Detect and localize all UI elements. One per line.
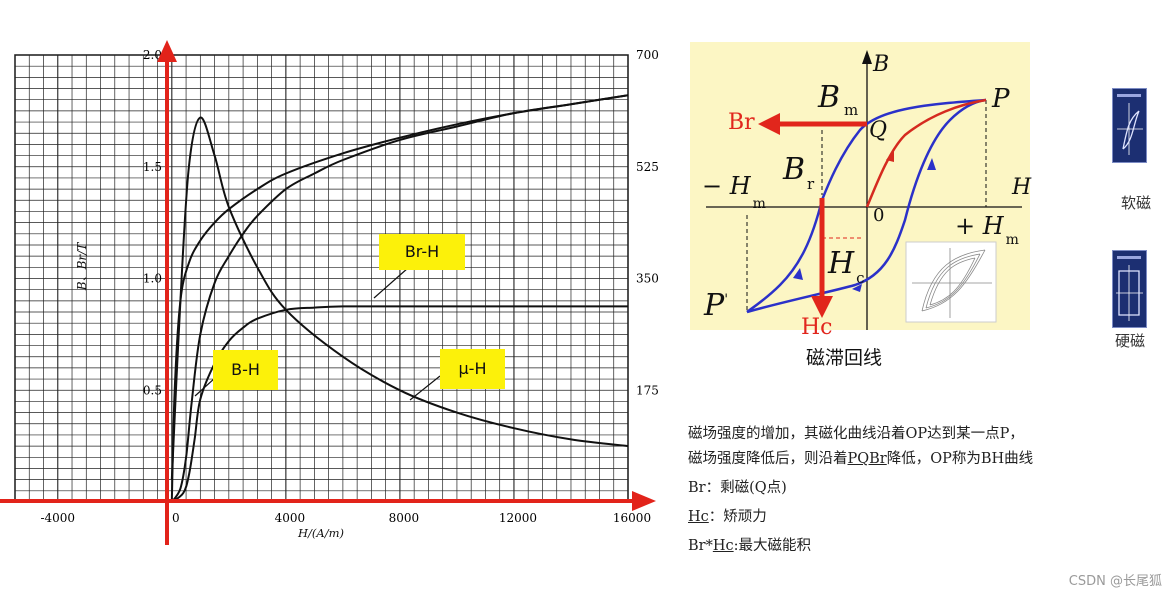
y-tick-label-right: 175 xyxy=(636,383,659,397)
mu-h-curve xyxy=(170,116,629,480)
loop-direction-arrow-2 xyxy=(852,284,862,292)
note-line-4: Hc：矫顽力 xyxy=(688,505,767,526)
y-tick-label-right: 350 xyxy=(636,272,659,286)
b-h-pointer xyxy=(194,377,216,397)
x-tick-label: 0 xyxy=(172,511,180,525)
note-line-2-underline: PQBr xyxy=(847,451,887,467)
soft-magnetic-loop-icon xyxy=(1117,94,1143,155)
h-axis-label: H xyxy=(1012,175,1032,200)
note-line-5-underline: Hc xyxy=(712,538,734,554)
note-line-2: 磁场强度降低后，则沿着PQBr降低，OP称为BH曲线 xyxy=(688,447,1033,468)
b-h-label-text: B-H xyxy=(231,360,260,379)
initial-magnetization-curve xyxy=(865,98,987,208)
b-h-label: B-H xyxy=(213,350,278,390)
hard-magnetic-loop-icon xyxy=(1116,256,1143,321)
bh-grid xyxy=(14,54,629,503)
loop-direction-arrow-3 xyxy=(927,158,936,170)
bm-subscript: m xyxy=(844,101,859,119)
bh-curves xyxy=(170,94,629,503)
y-tick-label-left: 2.0 xyxy=(143,48,162,62)
x-tick-label: -4000 xyxy=(40,511,75,525)
br-arrowhead xyxy=(758,113,780,135)
br-arrow-label: Br xyxy=(728,110,755,135)
y-tick-label-left: 1.5 xyxy=(143,160,162,174)
br-h-pointer xyxy=(373,267,409,299)
hysteresis-caption: 磁滞回线 xyxy=(806,347,883,369)
point-p-prime-mark: ' xyxy=(724,292,729,308)
pos-hm-subscript: m xyxy=(1005,232,1019,248)
hc-subscript: c xyxy=(856,269,865,287)
note-line-2-a: 磁场强度降低后，则沿着 xyxy=(688,451,848,467)
note-line-2-b: 降低，OP称为BH曲线 xyxy=(886,451,1034,467)
point-q-label: Q xyxy=(869,118,888,143)
note-line-3: Br：剩磁(Q点) xyxy=(688,480,787,496)
hard-magnetic-thumbnail xyxy=(1112,250,1147,328)
y-tick-label-right: 525 xyxy=(636,160,659,174)
br-h-label: Br-H xyxy=(379,234,465,270)
y-tick-label-right: 700 xyxy=(636,48,659,62)
x-axis-title: H/(A/m) xyxy=(298,526,344,540)
mu-h-pointer xyxy=(409,375,441,401)
point-p-prime-letter: P xyxy=(704,288,725,323)
b-axis-arrowhead xyxy=(862,50,872,64)
hysteresis-diagram xyxy=(690,42,1030,330)
initial-curve-arrow xyxy=(886,150,894,162)
note-line-5: Br*Hc:最大磁能积 xyxy=(688,534,811,555)
neg-hm-letter: − H xyxy=(702,172,751,200)
note-line-1: 磁场强度的增加，其磁化曲线沿着OP达到某一点P， xyxy=(688,426,1024,442)
hard-magnetic-caption: 硬磁 xyxy=(1115,332,1146,350)
x-tick-label: 16000 xyxy=(613,511,651,525)
red-x-axis-arrow xyxy=(632,491,656,511)
neg-hm-subscript: m xyxy=(752,196,766,212)
hc-arrowhead xyxy=(811,296,833,318)
y-axis-title: B、Br/T xyxy=(75,242,90,291)
b-axis-label: B xyxy=(873,52,890,77)
bh-tick-labels: -4000 0 4000 8000 12000 16000 0.5 1.0 1.5 2.0 175 3… xyxy=(40,48,658,525)
neg-hm-label: − Hm xyxy=(702,172,766,212)
soft-magnetic-caption: 软磁 xyxy=(1121,194,1152,212)
br-subscript: r xyxy=(807,175,815,193)
b-h-curve-2 xyxy=(170,94,629,503)
note-line-4-b: ：矫顽力 xyxy=(708,509,767,525)
inset-loop-curves xyxy=(912,248,992,318)
point-p-prime-label: P' xyxy=(704,288,728,323)
pos-hm-letter: + H xyxy=(955,212,1004,240)
origin-label: 0 xyxy=(873,205,885,226)
y-tick-label-left: 1.0 xyxy=(143,272,162,286)
red-y-axis-arrow xyxy=(157,40,177,62)
point-p-label: P xyxy=(992,84,1010,114)
soft-magnetic-thumbnail xyxy=(1112,88,1147,163)
x-tick-label: 8000 xyxy=(389,511,420,525)
br-letter: B xyxy=(783,152,806,187)
mu-h-label: μ-H xyxy=(440,349,505,389)
x-tick-label: 4000 xyxy=(275,511,306,525)
hysteresis-loop-upper xyxy=(746,98,987,313)
br-h-curve xyxy=(171,305,628,503)
hc-arrow-label: Hc xyxy=(801,315,833,340)
bm-letter: B xyxy=(818,80,841,115)
inset-loop-figure xyxy=(905,241,997,323)
mu-h-label-text: μ-H xyxy=(458,359,487,378)
br-h-label-text: Br-H xyxy=(404,242,440,261)
y-tick-label-left: 0.5 xyxy=(143,383,162,397)
note-line-5-b: :最大磁能积 xyxy=(733,538,812,554)
bh-curve-chart: -4000 0 4000 8000 12000 16000 0.5 1.0 1.5 2.0 175 3… xyxy=(0,40,659,545)
watermark: CSDN @长尾狐 xyxy=(1068,574,1162,589)
note-line-5-a: Br* xyxy=(688,538,713,554)
loop-direction-arrow-1 xyxy=(793,268,803,280)
hc-letter: H xyxy=(828,246,855,281)
x-tick-label: 12000 xyxy=(499,511,537,525)
note-line-4-underline: Hc xyxy=(688,509,709,525)
